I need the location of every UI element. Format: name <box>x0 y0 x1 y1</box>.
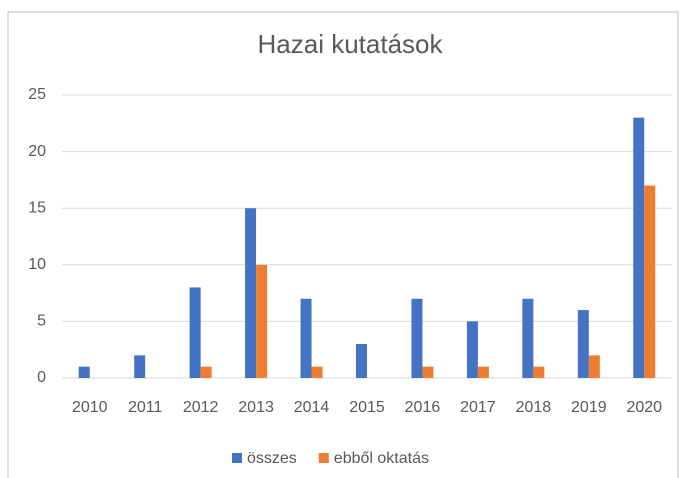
x-tick-label: 2013 <box>238 399 274 416</box>
bar <box>466 321 478 378</box>
chart-title: Hazai kutatások <box>258 29 444 59</box>
bar <box>411 298 423 378</box>
legend-label: összes <box>247 450 297 467</box>
bar <box>189 287 201 378</box>
y-tick-label: 20 <box>28 143 46 160</box>
x-tick-label: 2012 <box>183 399 219 416</box>
y-tick-label: 25 <box>28 86 46 103</box>
chart-frame <box>7 11 679 478</box>
x-tick-label: 2020 <box>626 399 662 416</box>
bar <box>477 366 489 378</box>
bar <box>522 298 534 378</box>
x-tick-label: 2019 <box>571 399 607 416</box>
x-tick-label: 2016 <box>405 399 441 416</box>
y-tick-label: 15 <box>28 199 46 216</box>
y-tick-label: 0 <box>37 369 46 386</box>
x-tick-label: 2010 <box>72 399 108 416</box>
bar <box>245 208 257 378</box>
bar <box>577 310 589 378</box>
legend-swatch <box>318 453 329 463</box>
bar <box>356 344 367 378</box>
x-tick-label: 2014 <box>294 399 330 416</box>
bar <box>311 366 323 378</box>
legend-swatch <box>232 453 242 463</box>
bar <box>134 355 146 378</box>
bar <box>256 264 268 378</box>
x-tick-label: 2015 <box>349 399 385 416</box>
x-tick-label: 2018 <box>516 399 552 416</box>
bar <box>644 185 656 378</box>
bar <box>200 366 212 378</box>
bar <box>633 117 645 378</box>
bar <box>422 366 434 378</box>
bar <box>78 366 90 378</box>
bar <box>533 366 545 378</box>
x-tick-label: 2011 <box>128 399 163 416</box>
legend-label: ebből oktatás <box>334 450 429 467</box>
y-tick-label: 10 <box>28 256 46 273</box>
y-tick-label: 5 <box>37 313 46 330</box>
bar <box>588 355 600 378</box>
bar <box>300 298 312 378</box>
x-tick-label: 2017 <box>460 399 496 416</box>
